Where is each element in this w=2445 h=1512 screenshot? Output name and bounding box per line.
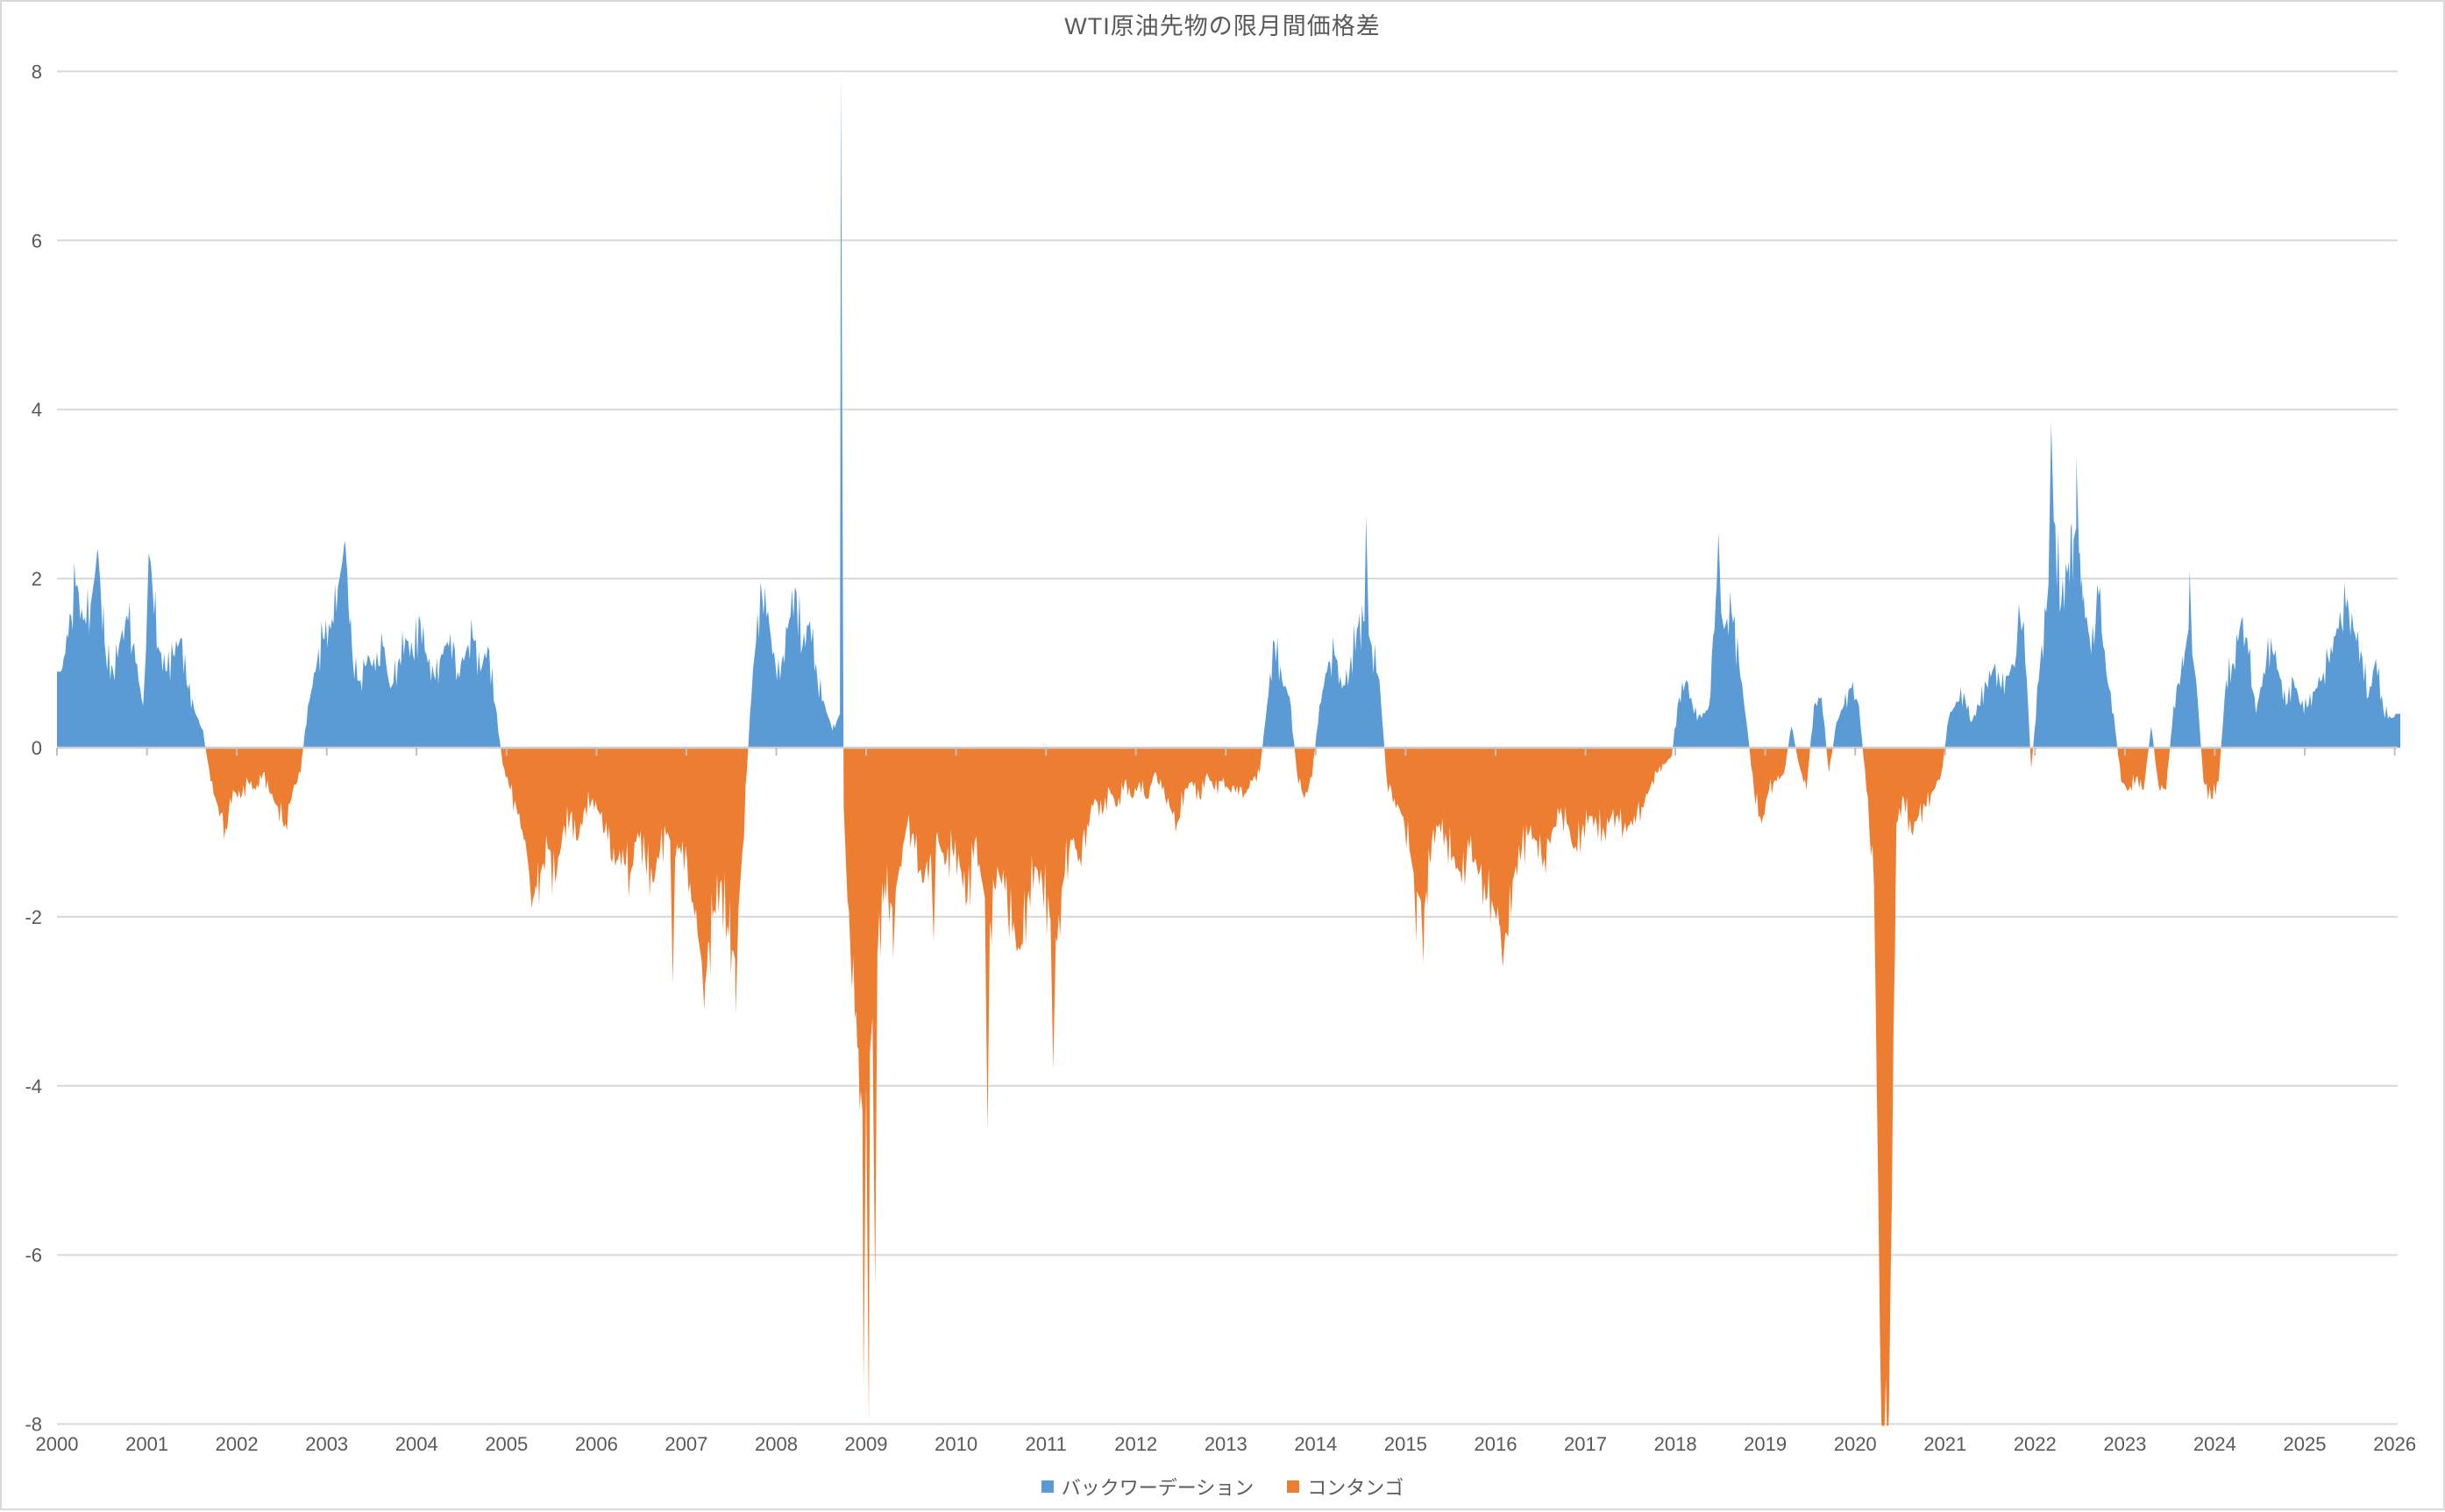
x-axis-label: 2019 — [1744, 1433, 1787, 1455]
x-axis-label: 2021 — [1923, 1433, 1966, 1455]
x-axis-label: 2023 — [2103, 1433, 2146, 1455]
x-axis-label: 2003 — [305, 1433, 348, 1455]
x-axis-label: 2014 — [1294, 1433, 1337, 1455]
series-contango — [57, 748, 2400, 1426]
x-axis-label: 2022 — [2014, 1433, 2057, 1455]
x-axis-label: 2002 — [216, 1433, 259, 1455]
legend: バックワーデーション コンタンゴ — [2, 1473, 2443, 1501]
x-axis-label: 2020 — [1834, 1433, 1877, 1455]
x-axis-label: 2005 — [485, 1433, 528, 1455]
x-axis-label: 2009 — [845, 1433, 888, 1455]
x-axis-label: 2015 — [1384, 1433, 1427, 1455]
x-axis-label: 2017 — [1564, 1433, 1607, 1455]
x-axis-label: 2026 — [2373, 1433, 2416, 1455]
chart-title: WTI原油先物の限月間価格差 — [1064, 13, 1381, 39]
x-axis-label: 2004 — [395, 1433, 438, 1455]
y-axis-label: -2 — [25, 906, 42, 928]
y-axis-label: 6 — [32, 230, 42, 252]
x-axis-label: 2013 — [1205, 1433, 1247, 1455]
legend-swatch-contango-icon — [1287, 1480, 1300, 1493]
x-axis-label: 2008 — [755, 1433, 798, 1455]
legend-label-backwardation: バックワーデーション — [1061, 1477, 1254, 1499]
x-axis-label: 2007 — [665, 1433, 707, 1455]
x-axis-label: 2016 — [1475, 1433, 1517, 1455]
x-axis-label: 2001 — [125, 1433, 168, 1455]
x-axis-label: 2011 — [1026, 1433, 1067, 1455]
legend-item-contango: コンタンゴ — [1287, 1473, 1404, 1501]
x-axis-label: 2018 — [1654, 1433, 1697, 1455]
x-axis-label: 2012 — [1114, 1433, 1157, 1455]
y-axis-label: 4 — [32, 399, 42, 421]
legend-label-contango: コンタンゴ — [1307, 1477, 1404, 1499]
y-axis-label: 8 — [32, 60, 42, 82]
legend-item-backwardation: バックワーデーション — [1041, 1473, 1254, 1501]
x-axis-label: 2006 — [575, 1433, 618, 1455]
y-axis-label: 2 — [32, 568, 42, 590]
x-axis-label: 2024 — [2193, 1433, 2236, 1455]
y-axis-label: -4 — [25, 1075, 42, 1097]
y-axis-label: -6 — [25, 1245, 42, 1267]
y-axis-label: -8 — [25, 1414, 42, 1436]
x-axis-label: 2010 — [935, 1433, 977, 1455]
x-axis-label: 2025 — [2284, 1433, 2327, 1455]
legend-swatch-backwardation-icon — [1041, 1480, 1054, 1493]
y-axis-label: 0 — [32, 737, 42, 759]
x-axis-label: 2000 — [36, 1433, 79, 1455]
